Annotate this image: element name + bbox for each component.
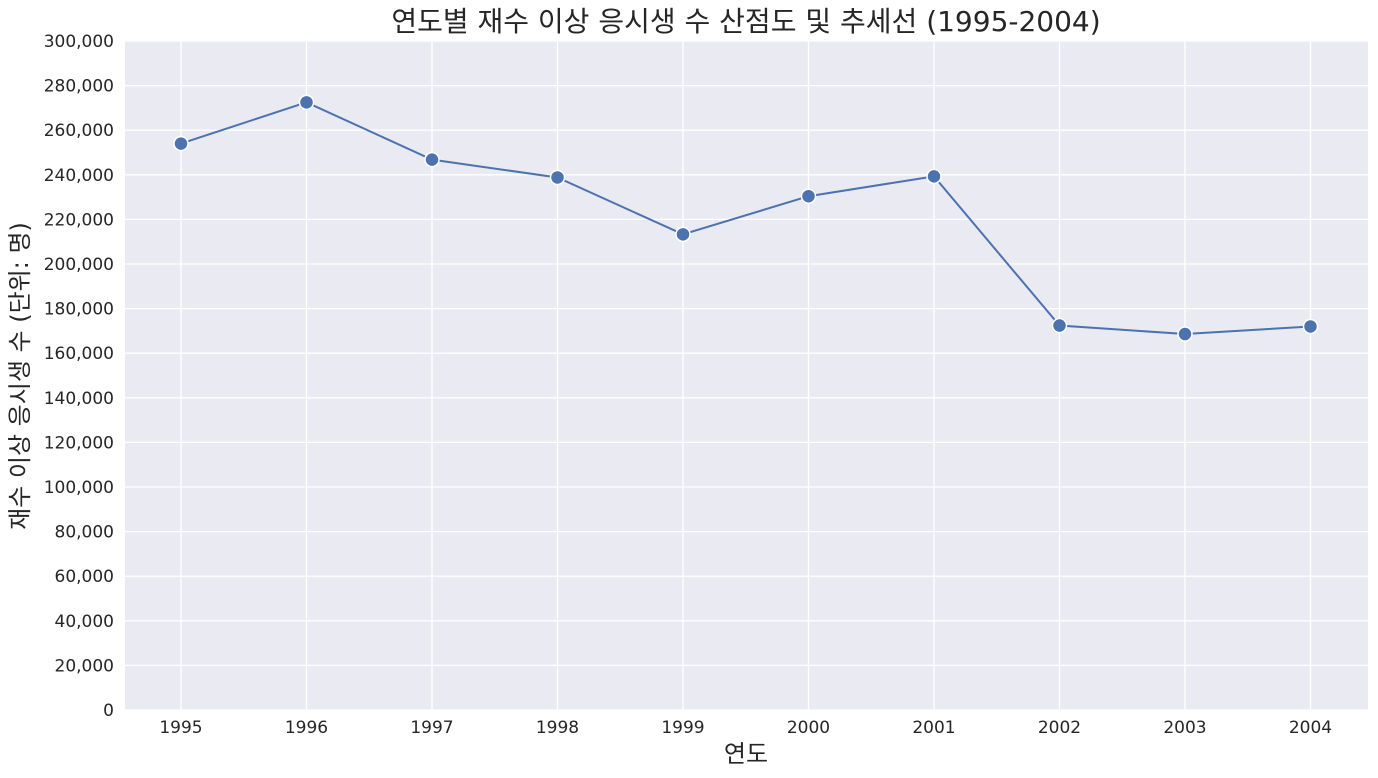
x-tick-label: 2001 — [912, 718, 955, 738]
x-tick-label: 2000 — [787, 718, 830, 738]
y-tick-label: 0 — [103, 701, 114, 721]
data-point — [926, 168, 942, 185]
x-tick-labels: 1995 1996 1997 1998 1999 2000 2001 2002 2003 2004 — [159, 718, 1332, 738]
plot-background — [125, 41, 1368, 710]
y-tick-label: 160,000 — [44, 344, 114, 364]
x-tick-label: 1995 — [159, 718, 202, 738]
data-point — [800, 188, 817, 204]
y-tick-label: 220,000 — [44, 210, 114, 230]
data-point — [424, 151, 440, 168]
x-tick-label: 2004 — [1289, 718, 1332, 738]
data-point — [1051, 317, 1068, 334]
y-tick-label: 300,000 — [44, 32, 114, 52]
data-point — [1177, 326, 1193, 342]
data-point — [173, 135, 189, 152]
data-point — [1302, 318, 1319, 335]
x-axis-label: 연도 — [724, 740, 768, 768]
y-tick-label: 180,000 — [44, 300, 114, 320]
y-tick-label: 280,000 — [44, 77, 114, 97]
x-tick-label: 2002 — [1038, 718, 1081, 738]
x-tick-label: 1996 — [285, 718, 328, 738]
data-point — [675, 226, 691, 243]
y-tick-label: 60,000 — [55, 567, 114, 587]
x-tick-label: 1997 — [410, 718, 453, 738]
data-point — [298, 94, 315, 111]
series-layer — [173, 94, 1319, 342]
y-tick-label: 40,000 — [55, 612, 114, 632]
x-tick-label: 1998 — [536, 718, 579, 738]
y-tick-label: 80,000 — [55, 523, 114, 543]
y-tick-labels: 0 20,000 40,000 60,000 80,000 100,000 120,000 1… — [44, 32, 114, 721]
y-tick-label: 20,000 — [55, 656, 114, 676]
y-tick-label: 260,000 — [44, 121, 114, 141]
series-line — [180, 101, 1311, 336]
y-tick-label: 200,000 — [44, 255, 114, 275]
y-tick-label: 100,000 — [44, 478, 114, 498]
y-tick-label: 120,000 — [44, 433, 114, 453]
chart-title: 연도별 재수 이상 응시생 수 산점도 및 추세선 (1995-2004) — [391, 5, 1100, 38]
x-tick-label: 1999 — [661, 718, 704, 738]
y-gridlines — [125, 40, 1368, 711]
y-tick-label: 140,000 — [44, 389, 114, 409]
y-axis-label: 재수 이상 응시생 수 (단위: 명) — [6, 222, 34, 530]
data-point — [549, 169, 566, 186]
y-tick-label: 240,000 — [44, 166, 114, 186]
x-tick-label: 2003 — [1163, 718, 1206, 738]
